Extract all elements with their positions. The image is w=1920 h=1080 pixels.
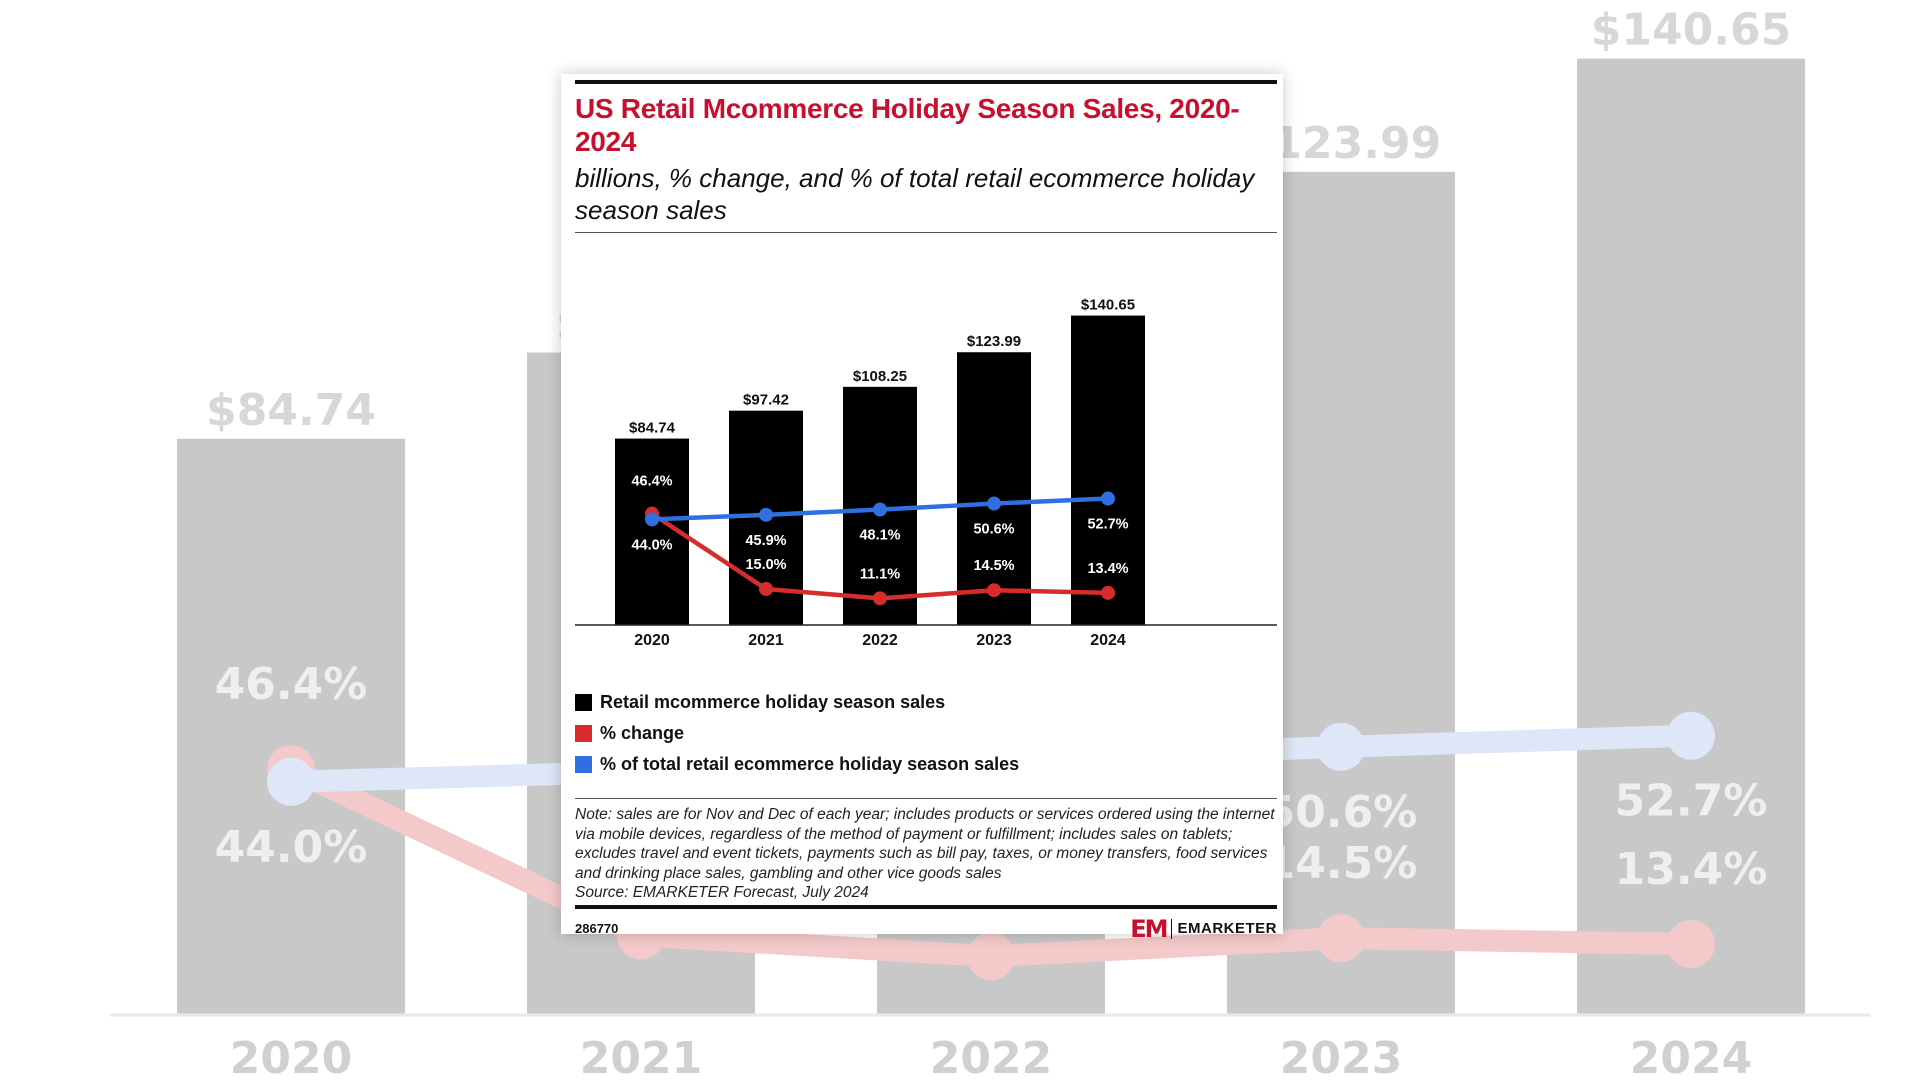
share-point-2024 <box>1101 491 1115 506</box>
x-tick-label-2020: 2020 <box>230 1033 352 1080</box>
legend-item-share: % of total retail ecommerce holiday seas… <box>575 749 1277 780</box>
legend-swatch-sales <box>575 694 592 711</box>
chart-note: Note: sales are for Nov and Dec of each … <box>575 806 1275 882</box>
share-label-2020: 44.0% <box>215 822 368 873</box>
legend-item-sales: Retail mcommerce holiday season sales <box>575 687 1277 718</box>
change-label-2020: 46.4% <box>631 474 672 490</box>
x-tick-label-2024: 2024 <box>1090 632 1126 649</box>
change-point-2022 <box>873 591 887 606</box>
top-rule <box>575 80 1277 84</box>
chart-card: US Retail Mcommerce Holiday Season Sales… <box>561 74 1283 943</box>
share-point-2023 <box>987 496 1001 511</box>
share-label-2024: 52.7% <box>1087 517 1128 533</box>
chart-id: 286770 <box>575 921 619 936</box>
share-label-2020: 44.0% <box>631 537 672 553</box>
footer-rule <box>575 904 1277 909</box>
brand-mark-icon: EM <box>1130 914 1168 943</box>
x-tick-label-2022: 2022 <box>930 1033 1052 1080</box>
share-point-2023 <box>1317 722 1365 771</box>
share-label-2022: 48.1% <box>859 528 900 544</box>
change-label-2023: 14.5% <box>973 558 1014 574</box>
bar-value-label-2021: $97.42 <box>743 392 789 409</box>
bar-value-label-2022: $108.25 <box>853 368 907 385</box>
change-point-2023 <box>1317 914 1365 963</box>
bar-value-label-2023: $123.99 <box>967 333 1021 350</box>
x-tick-label-2020: 2020 <box>634 632 670 649</box>
bar-value-label-2024: $140.65 <box>1591 5 1791 56</box>
change-label-2020: 46.4% <box>215 659 368 710</box>
legend-item-change: % change <box>575 718 1277 749</box>
change-point-2021 <box>759 582 773 596</box>
legend-swatch-share <box>575 756 592 773</box>
x-tick-label-2023: 2023 <box>1280 1033 1402 1080</box>
x-tick-label-2021: 2021 <box>748 632 784 649</box>
bar-value-label-2020: $84.74 <box>206 385 376 436</box>
legend-label-share: % of total retail ecommerce holiday seas… <box>600 754 1020 774</box>
card-footer: 286770 EM EMARKETER <box>575 909 1277 949</box>
change-label-2024: 13.4% <box>1087 561 1128 577</box>
share-point-2021 <box>759 507 773 522</box>
change-label-2023: 14.5% <box>1265 838 1418 889</box>
bar-2024 <box>1577 58 1805 1015</box>
bar-2024 <box>1071 315 1145 625</box>
change-label-2022: 11.1% <box>860 566 900 582</box>
brand-separator <box>1171 918 1173 939</box>
change-point-2023 <box>987 583 1001 598</box>
change-point-2022 <box>967 932 1015 981</box>
legend-swatch-change <box>575 725 592 742</box>
legend-label-change: % change <box>600 723 685 743</box>
share-point-2022 <box>873 502 887 517</box>
share-point-2024 <box>1667 711 1715 760</box>
x-tick-label-2024: 2024 <box>1630 1033 1752 1080</box>
bar-value-label-2020: $84.74 <box>629 420 676 437</box>
x-tick-label-2023: 2023 <box>976 632 1012 649</box>
share-label-2021: 45.9% <box>745 533 786 549</box>
bar-2020 <box>177 438 405 1015</box>
chart-source: Source: EMARKETER Forecast, July 2024 <box>575 884 869 901</box>
brand-logo: EM EMARKETER <box>1130 915 1277 943</box>
bar-2023 <box>957 352 1031 625</box>
change-label-2021: 15.0% <box>745 557 786 573</box>
share-label-2024: 52.7% <box>1615 776 1768 827</box>
brand-name: EMARKETER <box>1177 920 1277 937</box>
x-tick-label-2022: 2022 <box>862 632 898 649</box>
bar-value-label-2024: $140.65 <box>1081 297 1135 314</box>
share-point-2020 <box>267 757 315 806</box>
share-point-2020 <box>645 512 659 527</box>
change-point-2024 <box>1667 919 1715 968</box>
chart-title: US Retail Mcommerce Holiday Season Sales… <box>575 93 1240 157</box>
foreground-chart: $84.74 $97.42 $108.25 $123.99 $140.65 2020 202… <box>575 297 1277 649</box>
share-label-2023: 50.6% <box>973 522 1014 538</box>
subtitle-rule <box>575 232 1277 233</box>
change-label-2024: 13.4% <box>1615 844 1768 895</box>
x-tick-label-2021: 2021 <box>580 1033 702 1080</box>
legend: Retail mcommerce holiday season sales % … <box>575 687 1277 780</box>
change-point-2024 <box>1101 585 1115 600</box>
chart-subtitle: billions, % change, and % of total retai… <box>575 163 1255 225</box>
note-rule <box>575 798 1277 799</box>
share-label-2023: 50.6% <box>1265 787 1418 838</box>
legend-label-sales: Retail mcommerce holiday season sales <box>600 692 946 712</box>
